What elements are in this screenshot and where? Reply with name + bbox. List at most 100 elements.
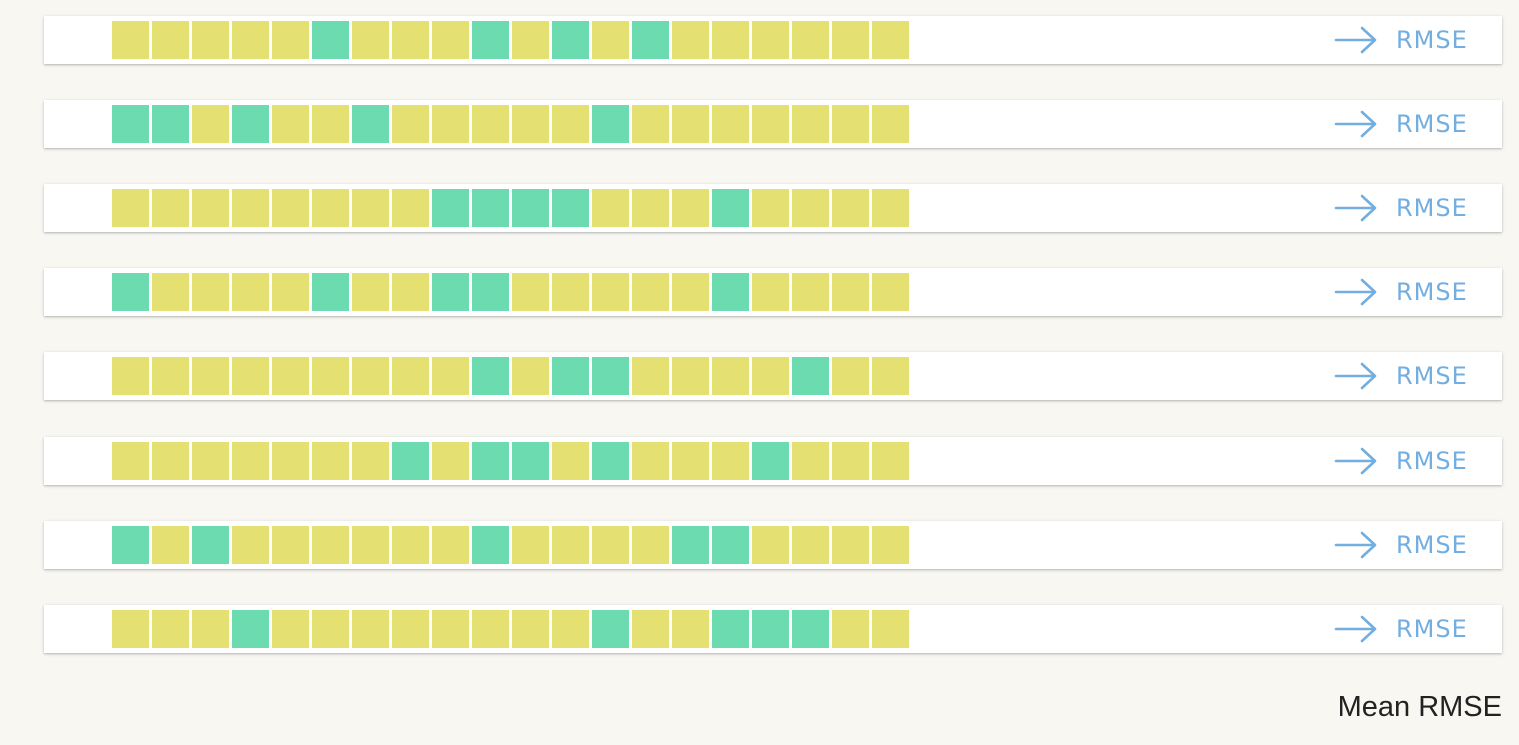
train-fold-cell [632, 273, 669, 311]
test-fold-cell [472, 442, 509, 480]
train-fold-cell [232, 526, 269, 564]
train-fold-cell [832, 105, 869, 143]
train-fold-cell [872, 105, 909, 143]
train-fold-cell [392, 357, 429, 395]
train-fold-cell [632, 189, 669, 227]
train-fold-cell [352, 442, 389, 480]
fold-row: RMSE [44, 16, 1502, 64]
test-fold-cell [592, 105, 629, 143]
train-fold-cell [312, 357, 349, 395]
test-fold-cell [472, 273, 509, 311]
train-fold-cell [392, 610, 429, 648]
arrow-right-icon [1334, 447, 1377, 475]
test-fold-cell [712, 526, 749, 564]
fold-cells [112, 526, 912, 564]
train-fold-cell [592, 189, 629, 227]
train-fold-cell [272, 21, 309, 59]
fold-cells [112, 21, 912, 59]
train-fold-cell [632, 526, 669, 564]
train-fold-cell [112, 189, 149, 227]
train-fold-cell [872, 189, 909, 227]
train-fold-cell [872, 526, 909, 564]
test-fold-cell [752, 442, 789, 480]
fold-row: RMSE [44, 521, 1502, 569]
test-fold-cell [592, 357, 629, 395]
test-fold-cell [232, 610, 269, 648]
train-fold-cell [352, 610, 389, 648]
train-fold-cell [792, 273, 829, 311]
test-fold-cell [752, 610, 789, 648]
train-fold-cell [832, 610, 869, 648]
train-fold-cell [712, 105, 749, 143]
fold-row: RMSE [44, 437, 1502, 485]
train-fold-cell [672, 189, 709, 227]
train-fold-cell [552, 526, 589, 564]
arrow-right-icon [1334, 531, 1377, 559]
test-fold-cell [472, 357, 509, 395]
train-fold-cell [792, 105, 829, 143]
train-fold-cell [872, 610, 909, 648]
train-fold-cell [512, 610, 549, 648]
rmse-label: RMSE [1396, 278, 1468, 306]
train-fold-cell [352, 21, 389, 59]
fold-cells [112, 273, 912, 311]
train-fold-cell [232, 273, 269, 311]
fold-row: RMSE [44, 268, 1502, 316]
train-fold-cell [712, 357, 749, 395]
test-fold-cell [392, 442, 429, 480]
train-fold-cell [872, 357, 909, 395]
test-fold-cell [192, 526, 229, 564]
train-fold-cell [312, 189, 349, 227]
rmse-label: RMSE [1396, 194, 1468, 222]
test-fold-cell [552, 21, 589, 59]
train-fold-cell [552, 610, 589, 648]
train-fold-cell [672, 105, 709, 143]
test-fold-cell [792, 357, 829, 395]
train-fold-cell [232, 21, 269, 59]
fold-cells [112, 189, 912, 227]
train-fold-cell [352, 357, 389, 395]
train-fold-cell [272, 526, 309, 564]
train-fold-cell [112, 21, 149, 59]
train-fold-cell [792, 189, 829, 227]
arrow-right-icon [1334, 26, 1377, 54]
train-fold-cell [432, 442, 469, 480]
train-fold-cell [152, 357, 189, 395]
arrow-right-icon [1334, 615, 1377, 643]
train-fold-cell [312, 526, 349, 564]
fold-cells [112, 442, 912, 480]
train-fold-cell [192, 610, 229, 648]
test-fold-cell [112, 105, 149, 143]
test-fold-cell [632, 21, 669, 59]
fold-cells [112, 105, 912, 143]
train-fold-cell [672, 273, 709, 311]
train-fold-cell [112, 442, 149, 480]
train-fold-cell [752, 357, 789, 395]
train-fold-cell [192, 442, 229, 480]
train-fold-cell [752, 21, 789, 59]
rmse-label: RMSE [1396, 447, 1468, 475]
train-fold-cell [312, 442, 349, 480]
train-fold-cell [472, 105, 509, 143]
train-fold-cell [832, 526, 869, 564]
test-fold-cell [472, 526, 509, 564]
train-fold-cell [152, 610, 189, 648]
train-fold-cell [152, 189, 189, 227]
train-fold-cell [232, 357, 269, 395]
train-fold-cell [592, 526, 629, 564]
train-fold-cell [392, 189, 429, 227]
train-fold-cell [872, 273, 909, 311]
train-fold-cell [272, 610, 309, 648]
test-fold-cell [592, 442, 629, 480]
train-fold-cell [152, 526, 189, 564]
train-fold-cell [392, 526, 429, 564]
test-fold-cell [552, 189, 589, 227]
train-fold-cell [112, 357, 149, 395]
train-fold-cell [272, 189, 309, 227]
train-fold-cell [192, 357, 229, 395]
train-fold-cell [872, 442, 909, 480]
test-fold-cell [112, 526, 149, 564]
train-fold-cell [392, 21, 429, 59]
fold-row: RMSE [44, 184, 1502, 232]
